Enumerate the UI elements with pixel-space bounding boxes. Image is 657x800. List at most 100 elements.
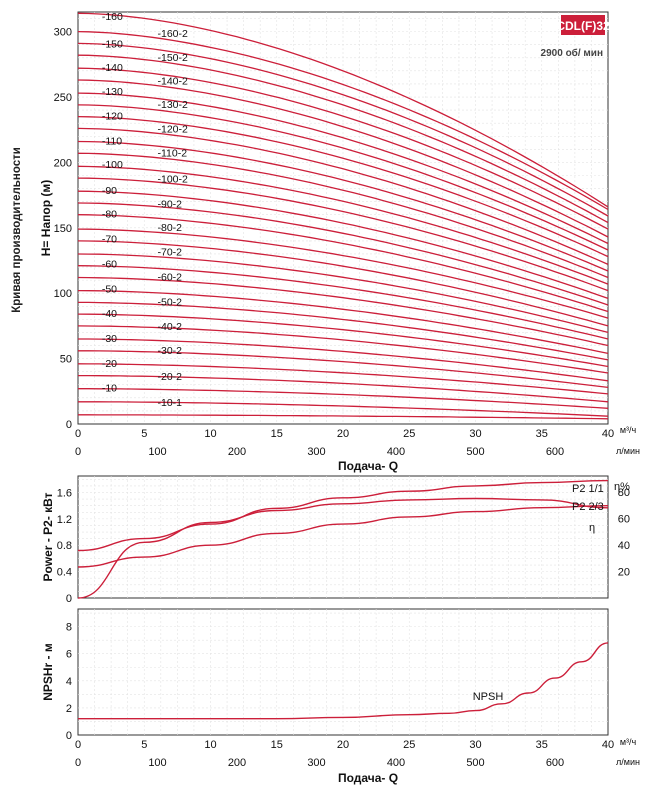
side-title: Кривая производительности bbox=[11, 147, 23, 313]
curve-label: -140 bbox=[102, 62, 123, 74]
head-curve bbox=[77, 325, 609, 374]
curve-label: -50-2 bbox=[158, 296, 183, 308]
head-curve bbox=[77, 253, 609, 334]
head-curve bbox=[78, 301, 609, 361]
x-tick-lmin: 400 bbox=[387, 757, 405, 769]
head-curve bbox=[78, 388, 609, 409]
curve-label: -80-2 bbox=[158, 222, 183, 234]
head-curve bbox=[77, 115, 609, 258]
head-curve bbox=[77, 202, 609, 306]
y-tick-label: 1.6 bbox=[57, 487, 72, 499]
curve-label: -100 bbox=[102, 159, 123, 171]
x-tick-lmin: 600 bbox=[546, 446, 564, 458]
x-tick-m3h: 10 bbox=[204, 428, 216, 440]
x-tick-lmin: 500 bbox=[466, 446, 484, 458]
head-curve bbox=[77, 313, 609, 368]
head-curve bbox=[77, 92, 609, 245]
x-tick-m3h: 25 bbox=[403, 739, 415, 751]
y-tick-label: 150 bbox=[54, 223, 72, 235]
x-tick-m3h: 5 bbox=[141, 739, 147, 751]
x-tick-m3h: 15 bbox=[271, 428, 283, 440]
curve-label: -20 bbox=[102, 358, 117, 370]
head-curve bbox=[77, 30, 609, 211]
p2-full-curve bbox=[77, 479, 609, 552]
series-label-p2-2-3: P2 2/3 bbox=[572, 501, 604, 513]
curve-label: -30 bbox=[102, 333, 117, 345]
y2-tick-label: 40 bbox=[618, 540, 630, 552]
curve-label: -160-2 bbox=[158, 28, 189, 40]
y-tick-label: 250 bbox=[54, 92, 72, 104]
curve-label: -70-2 bbox=[158, 247, 183, 259]
unit-lmin-3: л/мин bbox=[616, 757, 640, 767]
x-tick-m3h: 30 bbox=[469, 739, 481, 751]
y-tick-label: 6 bbox=[66, 649, 72, 661]
npsh-curve bbox=[77, 642, 609, 720]
head-curve bbox=[78, 414, 609, 420]
curve-label: -150 bbox=[102, 39, 123, 51]
x-tick-m3h: 0 bbox=[75, 739, 81, 751]
y2-tick-label: 20 bbox=[618, 566, 630, 578]
y-tick-label: 0.4 bbox=[57, 567, 72, 579]
y2-tick-label: 60 bbox=[618, 513, 630, 525]
head-curve bbox=[77, 140, 609, 272]
curve-label: -130-2 bbox=[158, 99, 189, 111]
head-curve bbox=[78, 350, 609, 389]
head-curve bbox=[77, 240, 609, 327]
power-y-axis-label: Power - P2- кВт bbox=[41, 492, 55, 581]
x-tick-m3h: 20 bbox=[337, 428, 349, 440]
head-curve bbox=[77, 190, 609, 300]
y-tick-label: 2 bbox=[66, 703, 72, 715]
x-tick-lmin: 300 bbox=[307, 446, 325, 458]
p2-partial-curve bbox=[77, 505, 609, 568]
head-curve bbox=[77, 67, 609, 230]
head-curve-labels: -160 -160-2 -150 -150-2 -140 -140-2 -130 -130-2… bbox=[102, 11, 188, 409]
power-curves bbox=[77, 479, 609, 599]
x-tick-m3h: 25 bbox=[403, 428, 415, 440]
x-tick-lmin: 200 bbox=[228, 446, 246, 458]
head-curve bbox=[77, 363, 609, 395]
y-tick-label: 4 bbox=[66, 676, 72, 688]
head-curve bbox=[77, 42, 609, 217]
curve-label: -160 bbox=[102, 11, 123, 23]
curve-label: -150-2 bbox=[158, 52, 189, 64]
flow-axis-label-3: Подача- Q bbox=[338, 771, 398, 785]
flow-axis-label-1: Подача- Q bbox=[338, 459, 398, 473]
head-curve bbox=[77, 276, 609, 347]
eta-axis-label: η% bbox=[614, 481, 630, 493]
x-tick-lmin: 600 bbox=[546, 757, 564, 769]
head-curves bbox=[77, 12, 609, 420]
unit-m3h-1: м³/ч bbox=[620, 425, 637, 435]
model-badge: CDL(F)32 bbox=[556, 19, 610, 33]
x-tick-m3h: 15 bbox=[271, 739, 283, 751]
x-tick-lmin: 100 bbox=[148, 446, 166, 458]
npsh-panel-grid bbox=[78, 609, 608, 735]
curve-label: -100-2 bbox=[158, 173, 189, 185]
head-curve bbox=[77, 12, 609, 208]
head-curve bbox=[77, 127, 609, 265]
x-tick-m3h: 40 bbox=[602, 739, 614, 751]
x-tick-m3h: 35 bbox=[536, 428, 548, 440]
y-tick-label: 50 bbox=[60, 354, 72, 366]
head-curve bbox=[78, 338, 609, 382]
y-tick-label: 0 bbox=[66, 593, 72, 605]
head-curve bbox=[77, 265, 609, 340]
curve-label: -60-2 bbox=[158, 272, 183, 284]
curve-label: -30-2 bbox=[158, 345, 183, 357]
npsh-series-label: NPSH bbox=[473, 691, 504, 703]
curve-label: -90 bbox=[102, 185, 117, 197]
npsh-curves bbox=[77, 642, 609, 720]
speed-label: 2900 об/ мин bbox=[541, 47, 603, 59]
y-tick-label: 1.2 bbox=[57, 514, 72, 526]
x-tick-m3h: 40 bbox=[602, 428, 614, 440]
x-tick-m3h: 30 bbox=[469, 428, 481, 440]
y-tick-label: 300 bbox=[54, 27, 72, 39]
y-tick-label: 200 bbox=[54, 157, 72, 169]
x-tick-m3h: 0 bbox=[75, 428, 81, 440]
y-tick-label: 0.8 bbox=[57, 540, 72, 552]
y-tick-label: 100 bbox=[54, 288, 72, 300]
head-curve bbox=[77, 214, 609, 313]
curve-label: -10 bbox=[102, 383, 117, 395]
x-tick-lmin: 0 bbox=[75, 757, 81, 769]
y2-tick-label: 80 bbox=[618, 487, 630, 499]
